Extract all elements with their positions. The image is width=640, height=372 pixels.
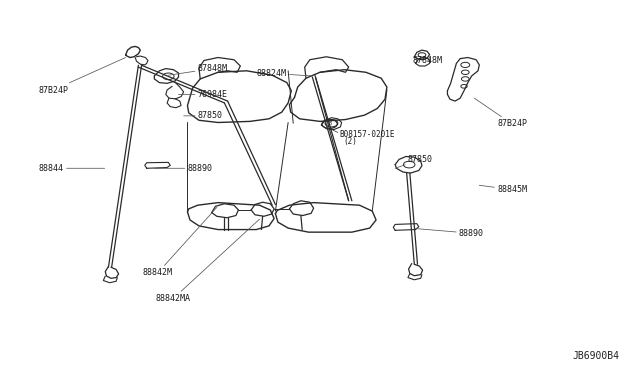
Text: (2): (2) bbox=[343, 137, 357, 146]
Text: 88842MA: 88842MA bbox=[156, 219, 259, 303]
Text: JB6900B4: JB6900B4 bbox=[573, 352, 620, 361]
Text: 87850: 87850 bbox=[395, 155, 433, 168]
Text: 76984E: 76984E bbox=[179, 90, 228, 99]
Text: 88890: 88890 bbox=[154, 164, 212, 173]
Text: 88890: 88890 bbox=[414, 228, 484, 238]
Text: 87848M: 87848M bbox=[412, 53, 442, 65]
Text: 87B24P: 87B24P bbox=[474, 98, 527, 128]
Text: 87848M: 87848M bbox=[168, 64, 228, 75]
Text: 87850: 87850 bbox=[184, 111, 223, 121]
Text: 88844: 88844 bbox=[39, 164, 104, 173]
Text: B08157-0201E: B08157-0201E bbox=[339, 130, 395, 139]
Text: B: B bbox=[328, 122, 332, 126]
Text: 87B24P: 87B24P bbox=[38, 58, 125, 94]
Text: 88842M: 88842M bbox=[143, 208, 217, 277]
Text: 88824M: 88824M bbox=[257, 69, 312, 78]
Text: 88845M: 88845M bbox=[479, 185, 527, 194]
